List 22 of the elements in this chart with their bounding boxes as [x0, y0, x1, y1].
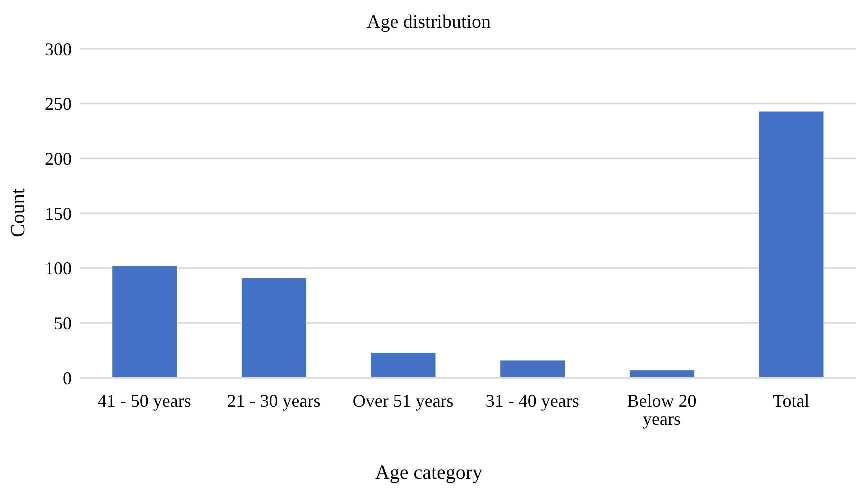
x-tick-label: 31 - 40 years — [486, 390, 580, 411]
bar — [112, 266, 178, 378]
y-tick-label: 50 — [54, 314, 72, 334]
y-tick-label: 200 — [45, 149, 72, 170]
y-tick-label: 100 — [45, 258, 72, 279]
chart-title: Age distribution — [366, 12, 492, 34]
bar — [758, 111, 824, 378]
bar — [370, 352, 436, 378]
x-tick-label: Below 20 years — [627, 390, 697, 429]
y-tick-label: 0 — [63, 368, 72, 388]
x-axis-title: Age category — [374, 462, 484, 485]
bar — [241, 278, 307, 378]
bar — [500, 360, 566, 378]
x-tick-label: 21 - 30 years — [227, 390, 321, 411]
y-tick-label: 300 — [45, 39, 72, 60]
y-tick-label: 250 — [45, 94, 72, 114]
y-axis-title: Count — [8, 188, 30, 238]
x-tick-label: Total — [772, 390, 810, 411]
y-tick-label: 150 — [45, 204, 72, 224]
x-tick-label: Over 51 years — [352, 390, 454, 411]
bar — [629, 370, 695, 378]
x-tick-label: 41 - 50 years — [98, 390, 192, 411]
